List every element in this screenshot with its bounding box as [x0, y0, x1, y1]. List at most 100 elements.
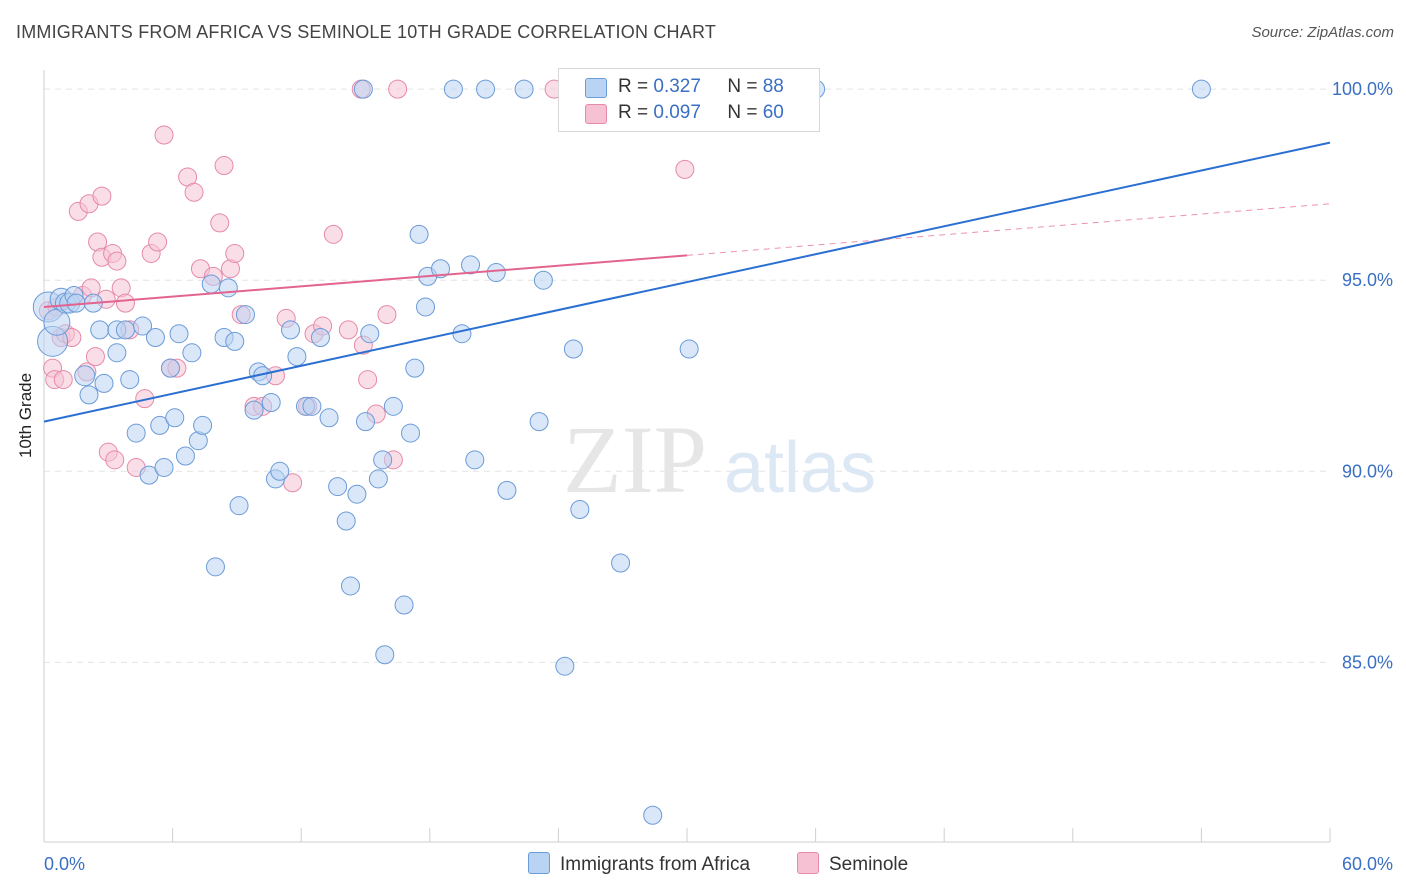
africa-point: [218, 278, 238, 298]
y-tick-label: 95.0%: [1342, 270, 1393, 290]
africa-point: [302, 396, 322, 416]
watermark-atlas: atlas: [724, 428, 876, 508]
seminole-point: [388, 79, 408, 99]
legend-r-value: 0.097: [653, 102, 701, 123]
seminole-point: [377, 305, 397, 325]
seminole-trend-line-extension: [686, 203, 1331, 256]
africa-point: [160, 358, 180, 378]
africa-point: [94, 373, 114, 393]
africa-point: [205, 557, 225, 577]
seminole-point: [154, 125, 174, 145]
africa-point: [235, 305, 255, 325]
africa-point: [497, 480, 517, 500]
seminole-trend-line: [43, 254, 688, 308]
africa-point: [328, 477, 348, 497]
seminole-point: [675, 159, 695, 179]
legend-r-value: 0.327: [653, 76, 701, 97]
africa-point: [476, 79, 496, 99]
africa-trend-line: [43, 141, 1331, 423]
africa-point: [310, 328, 330, 348]
africa-point: [74, 365, 96, 387]
y-axis-label: 10th Grade: [16, 372, 35, 458]
africa-point: [375, 645, 395, 665]
africa-point: [611, 553, 631, 573]
africa-point: [401, 423, 421, 443]
legend-n-label: N =: [727, 102, 758, 123]
correlation-legend: R = 0.327 N = 88 R = 0.097 N = 60: [558, 68, 820, 132]
africa-point: [169, 324, 189, 344]
africa-point: [452, 324, 472, 344]
africa-point: [244, 400, 264, 420]
africa-point: [347, 484, 367, 504]
africa-point: [465, 450, 485, 470]
africa-point: [133, 316, 153, 336]
africa-point: [533, 270, 553, 290]
africa-point: [225, 331, 245, 351]
y-tick-label: 100.0%: [1332, 79, 1393, 99]
africa-point: [394, 595, 414, 615]
africa-point: [319, 408, 339, 428]
seminole-point: [107, 251, 127, 271]
africa-point: [570, 500, 590, 520]
africa-point: [150, 415, 170, 435]
africa-point: [356, 412, 375, 432]
africa-point: [340, 576, 360, 596]
africa-point: [107, 343, 127, 363]
africa-point: [90, 320, 110, 340]
seminole-point: [225, 243, 245, 263]
seminole-point: [53, 370, 73, 390]
africa-point: [443, 79, 463, 99]
africa-point: [514, 79, 534, 99]
africa-point: [193, 415, 213, 435]
africa-point: [201, 274, 221, 294]
africa-point: [154, 457, 174, 477]
x-tick-label: 60.0%: [1342, 854, 1393, 874]
africa-point: [261, 392, 281, 412]
africa-point: [368, 469, 388, 489]
legend-swatch-pink: [585, 104, 607, 124]
africa-point: [679, 339, 699, 359]
africa-point: [287, 347, 307, 367]
africa-point: [461, 255, 481, 275]
seminole-point: [85, 347, 105, 367]
legend-n-value: 60: [762, 102, 784, 123]
trend-lines: [43, 141, 1331, 423]
africa-point: [145, 328, 165, 348]
seminole-point: [92, 186, 112, 206]
legend-r-label: R =: [618, 102, 649, 123]
legend-swatch-blue: [585, 78, 607, 98]
watermark-zip: ZIP: [563, 406, 707, 513]
africa-point: [486, 263, 506, 283]
africa-point: [229, 496, 249, 516]
legend-n-value: 88: [762, 76, 784, 97]
axes: [43, 70, 1331, 843]
africa-point: [360, 324, 380, 344]
africa-point: [336, 511, 356, 531]
seminole-point: [105, 450, 125, 470]
africa-point: [563, 339, 583, 359]
legend-r-label: R =: [618, 76, 649, 97]
watermark: ZIP atlas: [563, 406, 876, 513]
legend-label-seminole: Seminole: [829, 854, 909, 875]
africa-point: [373, 450, 393, 470]
seminole-point: [338, 320, 358, 340]
africa-point: [353, 79, 373, 99]
africa-point: [270, 461, 290, 481]
bottom-legend-seminole: Seminole: [797, 852, 908, 876]
africa-point: [115, 320, 135, 340]
africa-point: [409, 224, 429, 244]
seminole-point: [214, 156, 234, 176]
legend-label-africa: Immigrants from Africa: [560, 854, 751, 875]
bottom-legend-africa: Immigrants from Africa: [528, 852, 750, 876]
africa-point: [1191, 79, 1211, 99]
africa-point: [139, 465, 159, 485]
africa-point: [643, 805, 663, 825]
seminole-point: [210, 213, 230, 233]
x-tick-label: 0.0%: [44, 854, 85, 874]
y-tick-label: 85.0%: [1342, 652, 1393, 672]
chart-title: IMMIGRANTS FROM AFRICA VS SEMINOLE 10TH …: [16, 22, 717, 42]
africa-point: [79, 385, 99, 405]
seminole-point: [115, 293, 135, 313]
seminole-point: [323, 224, 343, 244]
